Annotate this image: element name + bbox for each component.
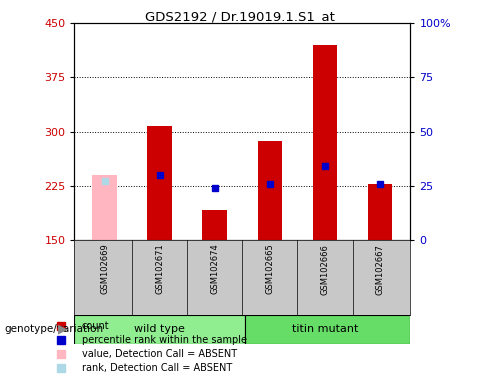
Text: count: count [82,321,109,331]
Text: genotype/variation: genotype/variation [5,324,104,334]
Text: rank, Detection Call = ABSENT: rank, Detection Call = ABSENT [82,363,232,373]
Bar [74,315,245,344]
Text: GSM102669: GSM102669 [100,244,109,295]
Text: ▶: ▶ [58,323,67,336]
Text: wild type: wild type [134,324,185,334]
Text: titin mutant: titin mutant [292,324,358,334]
Text: GSM102674: GSM102674 [210,244,219,295]
Bar [147,126,172,240]
Bar [245,315,410,344]
Bar [368,184,393,240]
Text: GSM102671: GSM102671 [155,244,164,295]
Text: value, Detection Call = ABSENT: value, Detection Call = ABSENT [82,349,237,359]
Text: percentile rank within the sample: percentile rank within the sample [82,335,247,345]
Bar [92,175,117,240]
Text: GSM102666: GSM102666 [321,244,330,295]
Bar [203,210,227,240]
Bar [312,45,337,240]
Text: GSM102665: GSM102665 [265,244,275,295]
Text: GSM102667: GSM102667 [376,244,384,295]
Text: GDS2192 / Dr.19019.1.S1_at: GDS2192 / Dr.19019.1.S1_at [145,10,335,23]
Bar [258,141,282,240]
